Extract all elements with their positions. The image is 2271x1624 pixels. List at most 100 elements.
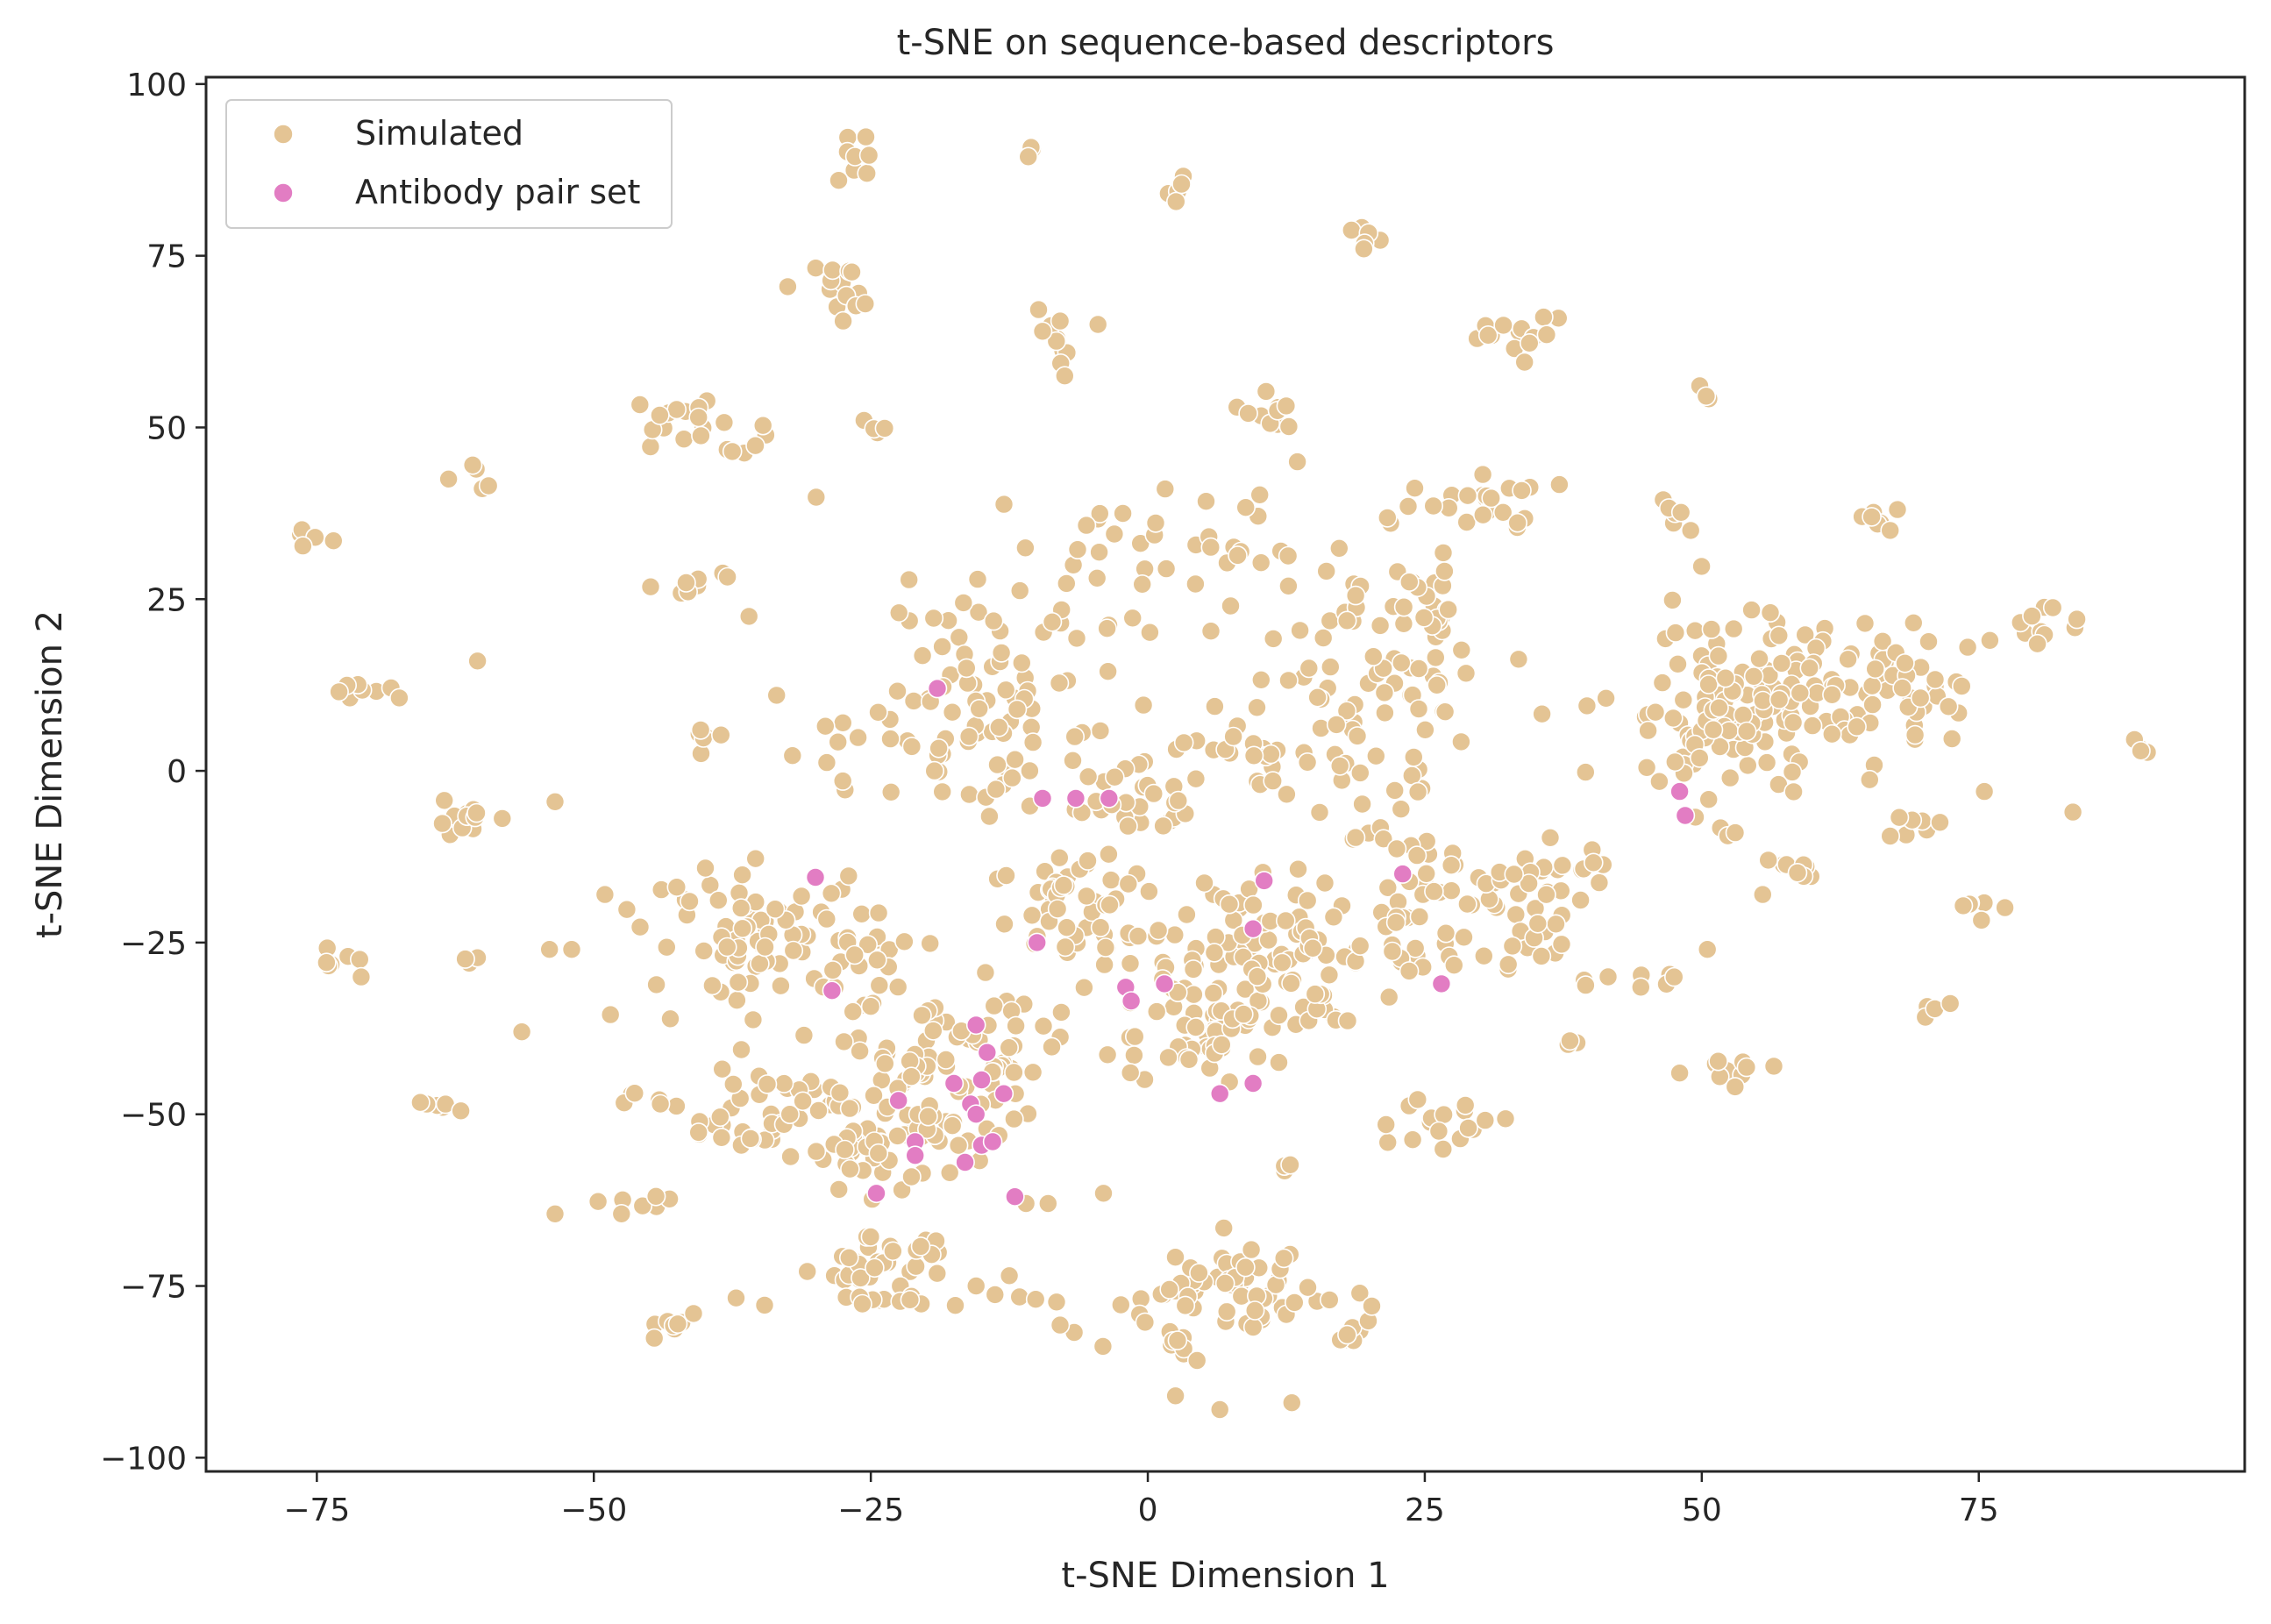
simulated-point (1957, 637, 1978, 658)
simulated-point (1128, 926, 1149, 946)
simulated-point (1862, 675, 1883, 696)
simulated-point (690, 720, 711, 740)
simulated-point (624, 1083, 645, 1103)
y-tick-label: 0 (167, 754, 187, 790)
simulated-point (1536, 324, 1557, 345)
simulated-point (850, 1041, 870, 1061)
simulated-point (1078, 851, 1098, 871)
simulated-point (2027, 633, 2047, 654)
antibody-pair-point (888, 1090, 908, 1111)
simulated-point (838, 1248, 859, 1268)
antibody-pair-point (1099, 788, 1120, 808)
simulated-point (351, 966, 372, 987)
simulated-point (1391, 799, 1412, 820)
simulated-point (1185, 1017, 1206, 1037)
legend-marker-antibody-pair-set (273, 182, 294, 203)
simulated-point (1741, 600, 1762, 620)
simulated-point (1243, 745, 1264, 766)
simulated-point (1090, 917, 1111, 937)
simulated-point (867, 950, 887, 971)
simulated-point (1111, 1294, 1131, 1315)
simulated-point (1038, 1193, 1058, 1214)
simulated-point (1576, 762, 1596, 782)
simulated-point (999, 1037, 1019, 1058)
simulated-point (1029, 299, 1049, 320)
simulated-point (1435, 702, 1456, 723)
simulated-point (666, 399, 687, 420)
simulated-point (1067, 539, 1088, 560)
simulated-point (1177, 904, 1197, 925)
simulated-point (1076, 886, 1097, 907)
simulated-point (1454, 927, 1474, 948)
simulated-point (1375, 702, 1395, 723)
simulated-point (797, 1261, 818, 1282)
simulated-point (851, 1268, 871, 1288)
simulated-point (1584, 852, 1604, 873)
simulated-point (1373, 829, 1394, 850)
simulated-point (722, 441, 743, 462)
simulated-point (1168, 790, 1189, 811)
simulated-point (1105, 766, 1125, 787)
simulated-point (1282, 1393, 1302, 1413)
simulated-point (1186, 1350, 1207, 1371)
simulated-point (1710, 737, 1730, 757)
ticks-layer: −75 −50 −25 0 25 50 75 −100 −75 −50 −25 0 25 50 75 100 (100, 68, 1999, 1528)
simulated-point (1321, 657, 1341, 677)
simulated-point (1244, 1300, 1265, 1321)
simulated-point (1243, 894, 1264, 915)
simulated-point (1405, 478, 1425, 499)
antibody-pair-point (905, 1145, 925, 1165)
simulated-point (1475, 1110, 1496, 1130)
simulated-point (1398, 496, 1419, 516)
antibody-pair-point (1032, 788, 1053, 808)
simulated-point (808, 1100, 829, 1121)
simulated-point (1492, 502, 1513, 523)
simulated-point (1691, 556, 1712, 577)
simulated-point (1880, 826, 1900, 846)
simulated-point (731, 1039, 751, 1060)
simulated-point (858, 935, 879, 955)
simulated-point (1281, 973, 1301, 994)
simulated-point (1261, 744, 1281, 765)
simulated-point (1022, 905, 1043, 926)
simulated-point (1250, 552, 1271, 573)
simulated-point (667, 1314, 688, 1335)
simulated-point (1636, 757, 1657, 778)
simulated-point (942, 1115, 963, 1136)
simulated-point (1302, 938, 1323, 958)
simulated-point (455, 949, 475, 969)
simulated-point (293, 536, 313, 556)
simulated-point (924, 760, 944, 781)
simulated-point (839, 1098, 860, 1119)
simulated-point (838, 865, 859, 887)
simulated-point (644, 1328, 665, 1349)
simulated-point (874, 418, 895, 438)
simulated-point (965, 1276, 986, 1296)
simulated-point (1020, 760, 1040, 781)
simulated-point (1738, 755, 1758, 776)
antibody-pair-point (993, 1083, 1014, 1104)
simulated-point (1290, 620, 1310, 641)
simulated-point (1507, 512, 1527, 533)
simulated-point (1042, 611, 1063, 632)
simulated-point (732, 865, 752, 886)
simulated-point (1889, 807, 1910, 828)
simulated-point (1099, 844, 1119, 865)
simulated-point (1662, 590, 1683, 610)
simulated-point (1097, 618, 1117, 639)
simulated-point (1025, 1289, 1046, 1309)
simulated-point (317, 952, 337, 972)
simulated-point (1313, 628, 1334, 648)
simulated-point (730, 898, 751, 918)
simulated-point (1298, 1277, 1318, 1298)
simulated-point (1133, 694, 1154, 716)
simulated-point (539, 939, 560, 959)
simulated-point (1697, 939, 1718, 959)
simulated-point (1645, 702, 1666, 723)
simulated-point (918, 1106, 938, 1127)
simulated-point (1457, 485, 1478, 506)
simulated-point (1307, 687, 1328, 708)
simulated-point (1057, 917, 1077, 937)
simulated-point (1165, 1247, 1185, 1267)
simulated-point (1631, 977, 1651, 998)
